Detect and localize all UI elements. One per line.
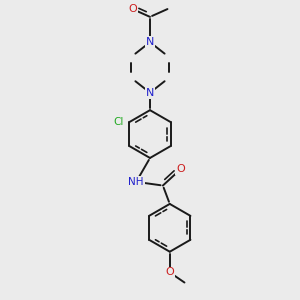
Text: O: O xyxy=(165,267,174,278)
Text: Cl: Cl xyxy=(113,117,124,127)
Text: O: O xyxy=(128,4,137,14)
Text: N: N xyxy=(146,88,154,98)
Text: O: O xyxy=(176,164,185,175)
Text: NH: NH xyxy=(128,177,144,187)
Text: N: N xyxy=(146,37,154,47)
